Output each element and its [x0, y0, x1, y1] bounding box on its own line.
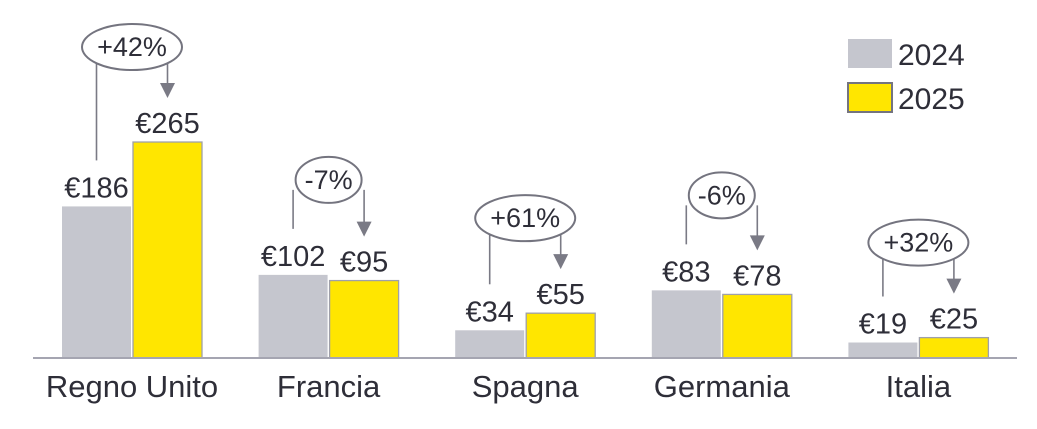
change-bubble-spagna [474, 194, 577, 243]
arrowhead-icon-francia [356, 221, 372, 237]
value-2025-regno-unito: €265 [135, 108, 200, 140]
legend-label-2025: 2025 [898, 83, 965, 116]
bar-2024-regno-unito [62, 206, 131, 358]
value-2024-germania: €83 [662, 256, 710, 288]
legend-swatch-2024 [848, 39, 892, 68]
legend-label-2024: 2024 [898, 39, 965, 72]
bar-2024-spagna [455, 330, 525, 358]
labels-layer: +42% €186€265 Regno Unito -7% €102 €95 Francia… [46, 32, 978, 404]
bar-2025-germania [722, 293, 793, 359]
change-label-francia: -7% [305, 165, 353, 195]
change-bubble-regno-unito [81, 23, 183, 72]
value-2024-italia: €19 [859, 309, 907, 341]
legend: 2024 2025 [847, 39, 965, 116]
value-2024-francia: €102 [261, 241, 326, 273]
change-label-spagna: +61% [490, 203, 560, 233]
change-bubble-germania [687, 171, 756, 220]
bars-layer [62, 141, 990, 359]
category-label-germania: Germania [654, 369, 791, 404]
value-2024-regno-unito: €186 [64, 172, 129, 204]
bar-2024-germania [651, 290, 721, 358]
bar-2024-francia [258, 274, 328, 358]
legend-swatch-2025 [847, 82, 893, 113]
arrowhead-icon-regno-unito [160, 83, 175, 99]
change-bubble-francia [294, 155, 363, 204]
change-label-regno-unito: +42% [97, 32, 167, 62]
connectors-layer [95, 57, 962, 297]
change-label-germania: -6% [698, 180, 746, 210]
bar-2025-spagna [525, 312, 596, 359]
value-2025-spagna: €55 [537, 279, 585, 311]
category-label-italia: Italia [886, 369, 952, 404]
value-2025-francia: €95 [340, 247, 388, 279]
arrowhead-icon-spagna [553, 254, 569, 270]
value-2024-spagna: €34 [466, 296, 514, 328]
arrowhead-icon-italia [946, 278, 962, 294]
bubbles-layer [81, 23, 970, 267]
bar-2024-italia [848, 342, 918, 358]
change-label-italia: +32% [883, 228, 953, 258]
bar-2025-regno-unito [132, 141, 203, 359]
category-label-francia: Francia [277, 369, 381, 404]
change-bubble-italia [867, 218, 970, 267]
bar-2025-italia [918, 336, 990, 359]
arrowhead-icon-germania [749, 235, 765, 251]
value-2025-germania: €78 [733, 260, 781, 292]
category-label-spagna: Spagna [472, 369, 580, 404]
category-label-regno-unito: Regno Unito [46, 369, 218, 404]
bar-2025-francia [328, 279, 400, 359]
value-2025-italia: €25 [930, 304, 978, 336]
